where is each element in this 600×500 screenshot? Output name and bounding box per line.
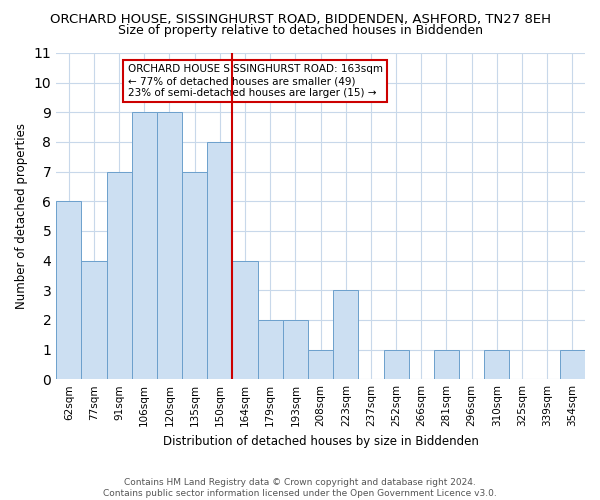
Bar [484, 350, 509, 379]
Bar [107, 172, 132, 379]
Text: Contains HM Land Registry data © Crown copyright and database right 2024.
Contai: Contains HM Land Registry data © Crown c… [103, 478, 497, 498]
Bar [283, 320, 308, 379]
Bar [56, 202, 82, 379]
Bar [434, 350, 459, 379]
Bar [157, 112, 182, 379]
Bar [383, 350, 409, 379]
X-axis label: Distribution of detached houses by size in Biddenden: Distribution of detached houses by size … [163, 434, 479, 448]
Bar [207, 142, 232, 379]
Bar [132, 112, 157, 379]
Y-axis label: Number of detached properties: Number of detached properties [15, 123, 28, 309]
Text: ORCHARD HOUSE, SISSINGHURST ROAD, BIDDENDEN, ASHFORD, TN27 8EH: ORCHARD HOUSE, SISSINGHURST ROAD, BIDDEN… [49, 12, 551, 26]
Bar [232, 260, 257, 379]
Bar [333, 290, 358, 379]
Text: Size of property relative to detached houses in Biddenden: Size of property relative to detached ho… [118, 24, 482, 37]
Bar [560, 350, 585, 379]
Text: ORCHARD HOUSE SISSINGHURST ROAD: 163sqm
← 77% of detached houses are smaller (49: ORCHARD HOUSE SISSINGHURST ROAD: 163sqm … [128, 64, 383, 98]
Bar [308, 350, 333, 379]
Bar [82, 260, 107, 379]
Bar [182, 172, 207, 379]
Bar [257, 320, 283, 379]
